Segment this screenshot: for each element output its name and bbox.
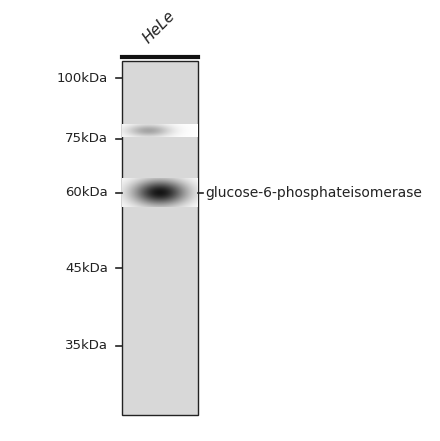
- Text: 75kDa: 75kDa: [65, 132, 108, 145]
- Text: 45kDa: 45kDa: [66, 262, 108, 275]
- Text: 35kDa: 35kDa: [65, 340, 108, 352]
- Text: glucose-6-phosphateisomerase: glucose-6-phosphateisomerase: [205, 186, 422, 200]
- Text: 60kDa: 60kDa: [66, 186, 108, 199]
- Text: HeLe: HeLe: [141, 8, 179, 46]
- Text: 100kDa: 100kDa: [57, 72, 108, 85]
- FancyBboxPatch shape: [121, 61, 198, 415]
